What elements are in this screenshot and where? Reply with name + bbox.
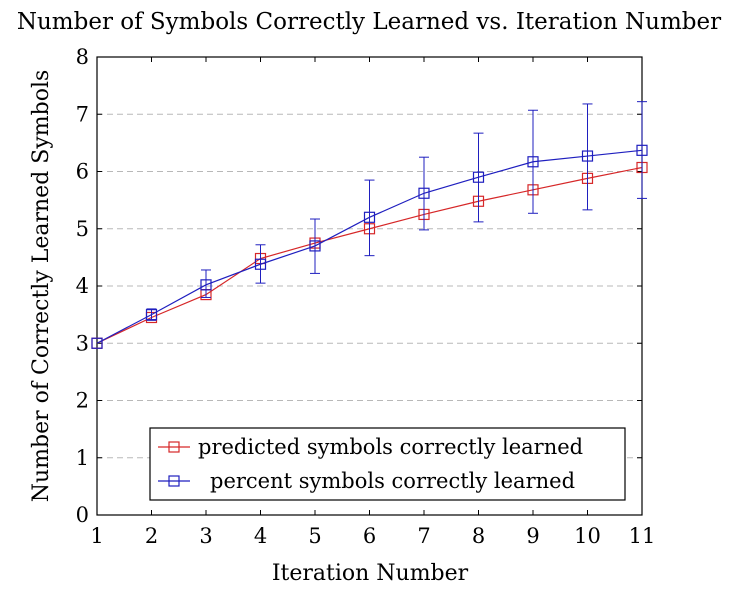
x-axis-label: Iteration Number — [272, 561, 469, 586]
y-tick-label: 4 — [76, 274, 89, 298]
grid — [97, 113, 642, 459]
chart-title: Number of Symbols Correctly Learned vs. … — [17, 9, 721, 35]
series-layer — [91, 101, 648, 349]
data-point — [363, 211, 376, 223]
legend: predicted symbols correctly learned perce… — [149, 427, 626, 501]
x-tick-label: 7 — [417, 524, 430, 548]
x-tick-label: 10 — [574, 524, 601, 548]
x-tick-label: 9 — [526, 524, 539, 548]
y-tick-label: 5 — [76, 217, 89, 241]
data-point — [636, 144, 648, 156]
y-tick-label: 1 — [76, 446, 89, 470]
y-tick-label: 3 — [76, 331, 89, 355]
data-point — [200, 279, 212, 291]
x-tick-label: 3 — [199, 524, 212, 548]
data-point — [581, 150, 594, 162]
x-tick-label: 6 — [363, 524, 376, 548]
y-axis-label: Number of Correctly Learned Symbols — [29, 70, 54, 503]
y-tick-label: 6 — [76, 160, 89, 184]
legend-entry: percent symbols correctly learned — [210, 469, 575, 493]
y-tick-label: 7 — [76, 102, 89, 126]
legend-box — [149, 427, 626, 501]
data-point — [418, 187, 430, 199]
x-tick-label: 2 — [145, 524, 158, 548]
x-tick-label: 11 — [629, 524, 656, 548]
series-line — [96, 149, 643, 344]
data-point — [472, 171, 485, 183]
data-point — [254, 258, 267, 270]
data-point — [527, 156, 539, 168]
legend-marker — [168, 475, 180, 487]
legend-marker — [168, 441, 180, 453]
series-1 — [91, 101, 648, 349]
x-tick-label: 4 — [254, 524, 267, 548]
data-point — [145, 309, 158, 321]
x-tick-label: 5 — [308, 524, 321, 548]
y-tick-label: 8 — [76, 45, 89, 69]
y-tick-label: 2 — [76, 389, 89, 413]
x-tick-label: 8 — [472, 524, 485, 548]
data-point — [309, 240, 321, 252]
legend-entry: predicted symbols correctly learned — [198, 435, 583, 459]
y-tick-label: 0 — [76, 503, 89, 527]
x-tick-label: 1 — [90, 524, 103, 548]
data-point — [91, 337, 103, 349]
